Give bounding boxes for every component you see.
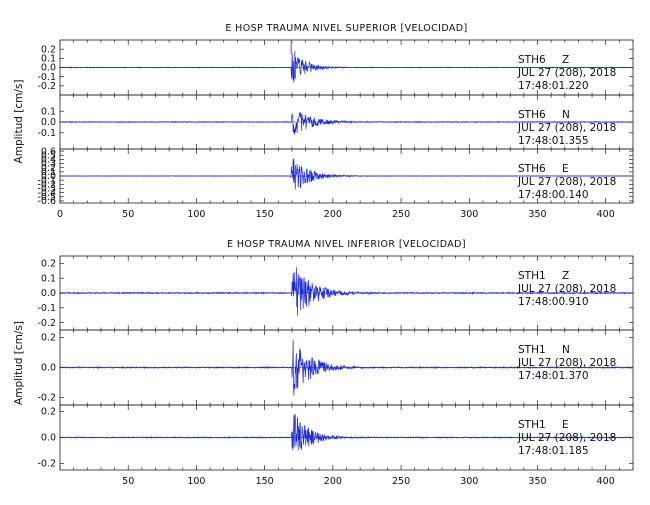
x-tick-label: 0 (57, 209, 63, 220)
record-time: 17:48:01.185 (518, 445, 589, 457)
station-label: STH6 (518, 54, 546, 66)
component-label: E (562, 419, 569, 431)
velocity-trace (60, 112, 634, 135)
x-tick-label: 400 (597, 209, 615, 220)
chart-title: E HOSP TRAUMA NIVEL SUPERIOR [VELOCIDAD] (225, 23, 467, 34)
velocity-trace (59, 51, 634, 83)
y-tick-label: -0.6 (37, 196, 56, 207)
component-label: E (562, 163, 569, 175)
station-label: STH1 (518, 419, 546, 431)
y-tick-label: 0.0 (41, 288, 56, 299)
y-tick-label: 0.1 (41, 273, 56, 284)
y-tick-label: 0.0 (41, 171, 56, 182)
y-tick-label: 0.2 (41, 333, 56, 344)
x-tick-label: 150 (256, 476, 274, 487)
x-tick-label: 250 (392, 476, 410, 487)
x-tick-label: 350 (528, 476, 546, 487)
record-date: JUL 27 (208), 2018 (517, 357, 616, 369)
y-tick-label: -0.2 (37, 81, 56, 92)
y-tick-label: 0.2 (41, 407, 56, 418)
x-tick-label: 300 (460, 476, 478, 487)
x-tick-label: 100 (187, 209, 205, 220)
y-tick-label: 0.2 (41, 259, 56, 270)
station-label: STH1 (518, 270, 546, 282)
y-tick-label: -0.2 (37, 180, 56, 191)
velocity-trace (59, 413, 634, 451)
y-axis-label: Amplitud [cm/s] (13, 321, 25, 405)
y-tick-label: -0.2 (37, 318, 56, 329)
y-tick-label: 0.1 (41, 54, 56, 65)
y-tick-label: 0.0 (41, 433, 56, 444)
y-axis-label: Amplitud [cm/s] (13, 80, 25, 164)
y-tick-label: 0.0 (41, 117, 56, 128)
x-tick-label: 350 (528, 209, 546, 220)
record-date: JUL 27 (208), 2018 (517, 67, 616, 79)
y-tick-label: 0.2 (41, 163, 56, 174)
x-tick-label: 300 (460, 209, 478, 220)
record-date: JUL 27 (208), 2018 (517, 283, 616, 295)
y-tick-label: 0.3 (41, 159, 56, 170)
component-label: Z (562, 54, 569, 66)
record-time: 17:48:01.355 (518, 135, 589, 147)
y-tick-label: -0.5 (37, 192, 56, 203)
record-time: 17:48:01.220 (518, 80, 589, 92)
record-time: 17:48:01.370 (518, 370, 589, 382)
x-tick-label: 400 (597, 476, 615, 487)
velocity-trace (59, 339, 634, 396)
station-label: STH6 (518, 163, 546, 175)
component-label: N (562, 344, 570, 356)
y-tick-label: 0.5 (41, 150, 56, 161)
component-label: Z (562, 270, 569, 282)
y-tick-label: -0.1 (37, 175, 56, 186)
station-label: STH6 (518, 109, 546, 121)
station-label: STH1 (518, 344, 546, 356)
x-tick-label: 50 (122, 209, 134, 220)
x-tick-label: 50 (122, 476, 134, 487)
velocity-trace (59, 267, 634, 316)
y-tick-label: 0.4 (41, 155, 56, 166)
y-tick-label: -0.2 (37, 393, 56, 404)
x-tick-label: 150 (256, 209, 274, 220)
x-tick-label: 200 (324, 209, 342, 220)
y-tick-label: 0.1 (41, 167, 56, 178)
y-tick-label: 0.0 (41, 63, 56, 74)
y-tick-label: 0.1 (41, 106, 56, 117)
y-tick-label: 0.0 (41, 363, 56, 374)
y-tick-label: -0.1 (37, 303, 56, 314)
y-tick-label: -0.4 (37, 188, 56, 199)
y-tick-label: -0.1 (37, 72, 56, 83)
record-date: JUL 27 (208), 2018 (517, 432, 616, 444)
chart-title: E HOSP TRAUMA NIVEL INFERIOR [VELOCIDAD] (227, 239, 466, 250)
superior-level-panel: E HOSP TRAUMA NIVEL SUPERIOR [VELOCIDAD]… (13, 23, 634, 220)
record-time: 17:48:00.140 (518, 189, 589, 201)
component-label: N (562, 109, 570, 121)
record-date: JUL 27 (208), 2018 (517, 176, 616, 188)
inferior-level-panel: E HOSP TRAUMA NIVEL INFERIOR [VELOCIDAD]… (13, 239, 634, 487)
x-tick-label: 200 (324, 476, 342, 487)
channel-subplot: -0.6-0.5-0.4-0.3-0.2-0.10.00.10.20.30.40… (37, 146, 634, 207)
y-tick-label: 0.6 (41, 146, 56, 157)
x-tick-label: 250 (392, 209, 410, 220)
y-tick-label: -0.1 (37, 128, 56, 139)
y-tick-label: -0.2 (37, 459, 56, 470)
x-tick-label: 100 (187, 476, 205, 487)
velocity-trace (59, 158, 633, 190)
record-date: JUL 27 (208), 2018 (517, 122, 616, 134)
y-tick-label: 0.2 (41, 44, 56, 55)
record-time: 17:48:00.910 (518, 296, 589, 308)
y-tick-label: -0.3 (37, 184, 56, 195)
